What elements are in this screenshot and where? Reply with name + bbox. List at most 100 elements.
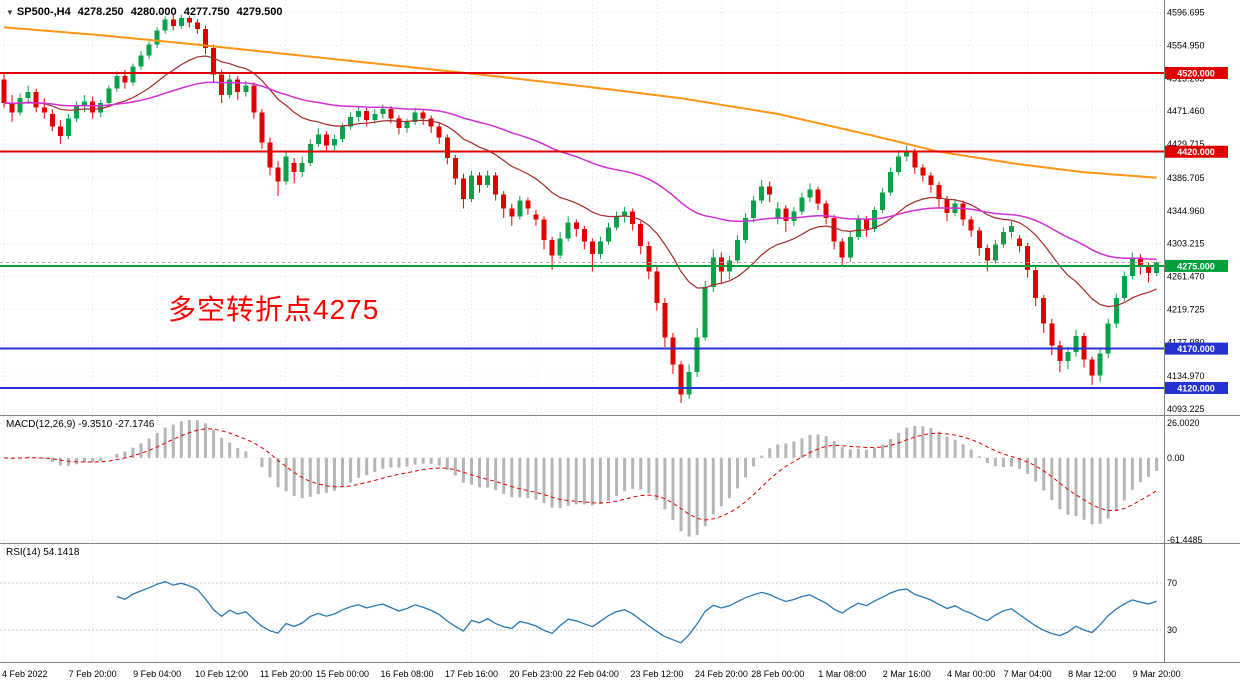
candle-body	[847, 236, 853, 258]
candle-body	[702, 287, 708, 338]
rsi-indicator-label: RSI(14) 54.1418	[6, 547, 79, 558]
candle-body	[41, 107, 47, 113]
candle-body	[928, 175, 934, 185]
candle-body	[686, 372, 692, 395]
time-axis-label: 1 Mar 08:00	[818, 669, 866, 679]
candle-body	[1121, 276, 1127, 299]
candle-body	[501, 194, 507, 209]
candle-body	[380, 109, 386, 114]
price-badge	[1164, 145, 1228, 158]
candle-body	[743, 217, 749, 240]
candle-body	[154, 30, 160, 45]
candle-body	[557, 238, 563, 256]
candle-body	[477, 175, 483, 185]
candle-body	[291, 162, 297, 173]
candle-body	[839, 241, 845, 258]
candle-body	[807, 189, 813, 198]
candle-body	[936, 184, 942, 199]
time-axis-label: 7 Feb 20:00	[69, 669, 117, 679]
price-axis-label: 4344.960	[1167, 206, 1205, 216]
candle-body	[428, 118, 434, 127]
slow-ma-line	[3, 26, 1157, 179]
price-axis-label: 4219.725	[1167, 304, 1205, 314]
candle-body	[17, 98, 23, 113]
candle-body	[678, 364, 684, 395]
candle-body	[436, 126, 442, 138]
macd-name: MACD(12,26,9)	[6, 419, 76, 430]
candle-body	[340, 126, 346, 140]
candle-body	[33, 91, 39, 108]
candle-body	[364, 110, 370, 121]
candle-body	[831, 217, 837, 242]
quote-open: 4278.250	[77, 6, 124, 18]
quote-close: 4279.500	[236, 6, 283, 18]
time-axis-label: 7 Mar 04:00	[1004, 669, 1052, 679]
candle-body	[509, 208, 515, 217]
candle-body	[1041, 298, 1047, 324]
candle-body	[307, 143, 313, 163]
candle-body	[517, 200, 523, 217]
candle-body	[662, 302, 668, 338]
candle-body	[203, 28, 208, 48]
price-badge-label: 4275.000	[1177, 261, 1215, 271]
candle-body	[493, 175, 499, 195]
candle-body	[211, 47, 217, 75]
time-axis-label: 17 Feb 16:00	[445, 669, 498, 679]
macd-signal-line	[3, 428, 1157, 521]
time-axis-label: 20 Feb 23:00	[509, 669, 562, 679]
candle-body	[694, 337, 700, 373]
candle-body	[1000, 232, 1006, 245]
candle-body	[25, 91, 31, 99]
candle-body	[968, 219, 974, 231]
candle-body	[783, 208, 789, 222]
candle-body	[904, 151, 910, 157]
candle-body	[186, 17, 192, 23]
macd-axis-label: 26.0020	[1167, 418, 1200, 428]
candle-body	[775, 208, 781, 218]
price-badge-label: 4520.000	[1177, 68, 1215, 78]
candle-body	[130, 66, 136, 83]
candle-body	[880, 192, 886, 211]
macd-values: -9.3510 -27.1746	[78, 419, 155, 430]
candle-body	[565, 222, 571, 239]
candle-body	[815, 189, 821, 204]
candle-body	[670, 337, 676, 365]
candle-body	[855, 219, 861, 237]
candle-body	[976, 230, 982, 248]
mid-ma-line	[3, 81, 1157, 260]
rsi-name: RSI(14)	[6, 547, 41, 558]
candle-body	[275, 167, 281, 182]
price-badge-label: 4170.000	[1177, 344, 1215, 354]
candle-body	[622, 211, 628, 217]
candle-body	[823, 203, 829, 218]
collapse-arrow-icon[interactable]: ▼	[6, 8, 14, 17]
candle-body	[614, 216, 620, 228]
candle-body	[82, 101, 88, 107]
trend-annotation[interactable]: 多空转折点4275	[168, 294, 380, 325]
candle-body	[146, 44, 152, 56]
candle-body	[549, 239, 555, 256]
price-badge	[1164, 342, 1228, 355]
candle-body	[9, 102, 15, 113]
quote-info: ▼ SP500-,H4 4278.250 4280.000 4277.750 42…	[6, 6, 287, 18]
candle-body	[331, 139, 337, 146]
price-axis-label: 4596.695	[1167, 8, 1205, 18]
candle-body	[485, 175, 491, 185]
candle-body	[1009, 225, 1014, 233]
candle-body	[541, 219, 547, 240]
candle-body	[420, 112, 426, 119]
candle-body	[863, 219, 869, 229]
candle-body	[751, 200, 757, 218]
candle-body	[799, 197, 805, 212]
candle-body	[638, 224, 644, 247]
candle-body	[1105, 323, 1111, 354]
candle-body	[1113, 298, 1119, 324]
candle-body	[219, 74, 225, 96]
candle-body	[90, 101, 96, 113]
candle-body	[122, 76, 128, 83]
quote-high: 4280.000	[130, 6, 177, 18]
candle-body	[356, 110, 362, 118]
price-badge	[1164, 259, 1228, 272]
